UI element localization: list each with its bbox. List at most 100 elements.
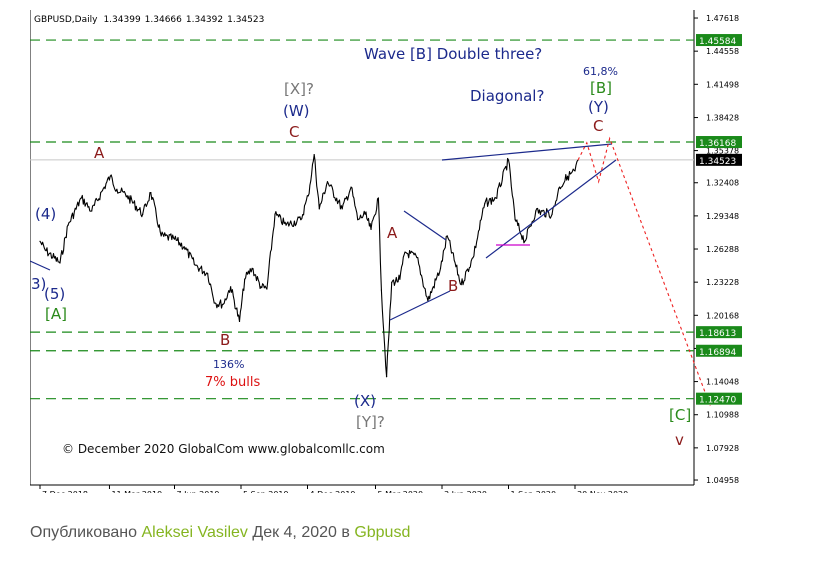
author-link[interactable]: Aleksei Vasilev	[141, 524, 248, 541]
price-point	[109, 175, 111, 177]
price-point	[446, 235, 448, 237]
price-point	[404, 251, 406, 253]
price-point	[399, 278, 401, 280]
wave-b-major-label: [B]	[590, 79, 612, 97]
x-tick-label: 1 Sep 2020	[510, 490, 556, 493]
price-point	[244, 278, 246, 280]
price-point	[551, 213, 553, 215]
level-price-label: 1.12470	[699, 396, 736, 406]
price-point	[44, 249, 46, 251]
y-tick-label: 1.20168	[706, 311, 739, 320]
price-point	[391, 281, 393, 284]
x-tick-label: 3 Jun 2020	[444, 490, 487, 493]
publish-date: Дек 4, 2020 в	[247, 524, 355, 541]
price-point	[350, 186, 352, 188]
level-price-box	[696, 392, 742, 405]
level-price-label: 1.18613	[699, 329, 736, 339]
wave-y-label: (Y)	[588, 98, 609, 116]
price-point	[439, 267, 442, 269]
price-point	[150, 191, 152, 194]
projection-line	[577, 136, 711, 407]
price-point	[380, 289, 382, 291]
price-point	[91, 210, 93, 212]
price-point	[116, 188, 118, 190]
price-point	[567, 175, 569, 177]
current-price-label: 1.34523	[699, 157, 736, 167]
price-point	[495, 197, 497, 199]
price-point	[183, 246, 185, 248]
price-point	[274, 213, 276, 215]
price-point	[67, 224, 69, 226]
x-tick-label: 11 Mar 2019	[111, 490, 162, 493]
wave-5-label: (5)	[44, 285, 65, 303]
ohlc-high: 1.34666	[145, 15, 182, 25]
price-point	[507, 159, 510, 161]
y-tick-label: 1.38428	[706, 114, 739, 123]
price-point	[307, 195, 309, 197]
price-point	[300, 219, 302, 221]
x-tick-label: 30 Nov 2020	[577, 490, 628, 493]
y-tick-label: 1.32408	[706, 179, 739, 188]
price-level-boxes: 1.45584 1.36168 1.18613 1.16894 1.12470 1.345…	[696, 34, 742, 406]
y-tick-label: 1.26288	[706, 245, 739, 254]
price-point	[472, 256, 474, 259]
publication-footer: Опубликовано Aleksei Vasilev Дек 4, 2020…	[30, 524, 410, 542]
price-point	[251, 267, 253, 269]
y-tick-label: 1.04958	[706, 476, 739, 485]
price-point	[266, 288, 268, 290]
x-tick-label: 5 Mar 2020	[377, 490, 423, 493]
price-point	[341, 208, 343, 210]
price-point	[285, 224, 287, 226]
y-tick-label: 1.10988	[706, 411, 739, 420]
wave-c-mid-label: C	[289, 123, 299, 141]
diagonal-upper-line	[441, 143, 613, 161]
price-point	[318, 208, 320, 210]
published-prefix: Опубликовано	[30, 524, 142, 541]
price-point	[80, 197, 82, 199]
price-point	[39, 240, 41, 242]
price-point	[535, 210, 537, 212]
wave-4-label: (4)	[35, 205, 56, 223]
wave-c-top-label: C	[593, 117, 603, 135]
y-tick-label: 1.44558	[706, 47, 739, 56]
y-tick-label: 1.35378	[706, 147, 739, 156]
price-point	[260, 286, 262, 288]
price-point	[230, 286, 232, 288]
diagonal-lower-line	[485, 159, 617, 259]
price-point	[103, 186, 105, 188]
price-line	[39, 154, 579, 378]
x-tick-label: 7 Dec 2018	[42, 490, 88, 493]
price-point	[173, 238, 176, 240]
price-point	[194, 264, 196, 266]
level-price-box	[696, 344, 742, 357]
wave-3-label: 3)	[31, 275, 46, 293]
level-price-box	[696, 136, 742, 149]
projection-path	[577, 136, 711, 407]
wave-c-major-label: [C]	[669, 406, 691, 424]
wave-a-major-label: [A]	[45, 305, 67, 323]
symbol-link[interactable]: Gbpusd	[354, 524, 411, 541]
price-point	[326, 181, 329, 183]
y-tick-label: 1.14048	[706, 378, 739, 387]
y-tick-label: 1.47618	[706, 14, 739, 23]
level-price-label: 1.16894	[699, 348, 736, 358]
price-point	[142, 213, 144, 215]
price-point	[364, 213, 366, 215]
copyright-text: © December 2020 GlobalCom www.globalcoml…	[62, 442, 385, 456]
wave-b-mid-label: B	[448, 277, 458, 295]
chart-background	[30, 8, 782, 493]
price-point	[558, 186, 561, 188]
symbol-title: GBPUSD,Daily	[34, 15, 98, 25]
level-price-label: 1.45584	[699, 37, 736, 47]
wave-trendlines	[29, 143, 617, 321]
x-tick-label: 7 Jun 2019	[176, 490, 219, 493]
symbol-header: GBPUSD,Daily 1.34399 1.34666 1.34392 1.34523	[34, 15, 264, 25]
fib-618-label: 61,8%	[583, 65, 618, 78]
diagonal-label: Diagonal?	[470, 87, 544, 105]
price-point	[59, 262, 61, 264]
price-point	[214, 302, 216, 304]
y-tick-label: 1.23228	[706, 278, 739, 287]
wave-w-label: (W)	[283, 102, 310, 120]
price-point	[377, 197, 380, 199]
level-lines	[30, 39, 694, 400]
